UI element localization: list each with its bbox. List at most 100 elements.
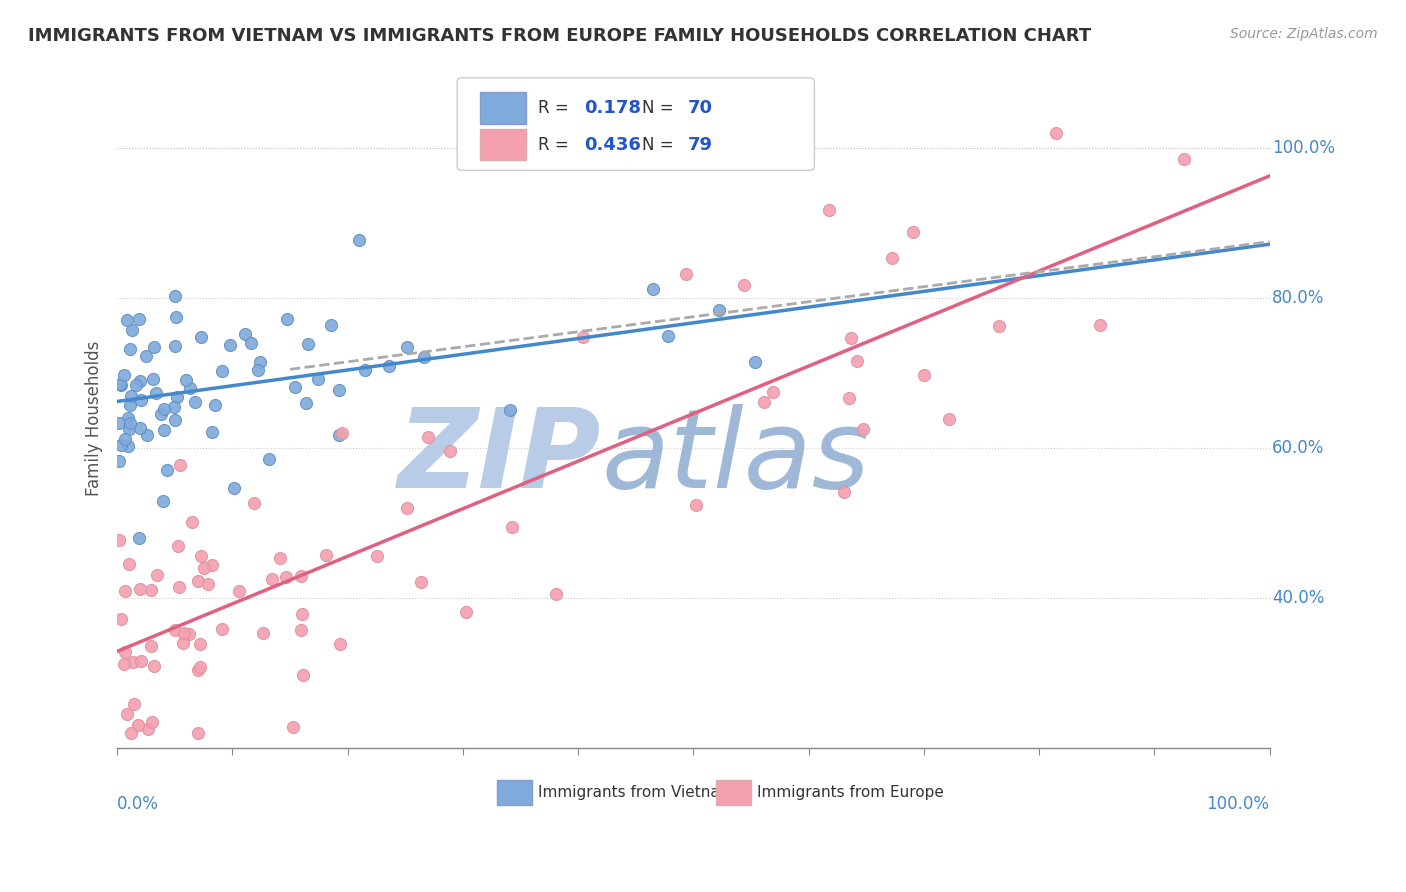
Point <box>396 500 419 515</box>
Text: 80.0%: 80.0% <box>1272 289 1324 307</box>
Point <box>290 569 312 583</box>
Point <box>179 381 201 395</box>
Point <box>110 378 132 392</box>
Point <box>152 401 174 416</box>
Point <box>546 587 568 601</box>
FancyBboxPatch shape <box>457 78 814 170</box>
Point <box>141 714 163 729</box>
Point <box>118 422 141 436</box>
Point <box>754 395 776 409</box>
Point <box>744 355 766 369</box>
Point <box>297 337 319 351</box>
Text: R =: R = <box>538 99 574 117</box>
Point <box>108 417 131 431</box>
FancyBboxPatch shape <box>481 93 526 124</box>
Point <box>353 363 375 377</box>
Point <box>845 354 868 368</box>
Point <box>188 636 211 650</box>
Point <box>128 531 150 545</box>
Point <box>108 454 131 468</box>
Point <box>416 429 439 443</box>
Point <box>211 364 233 378</box>
Text: N =: N = <box>641 136 673 153</box>
Point <box>228 583 250 598</box>
Point <box>912 368 935 383</box>
Text: 0.436: 0.436 <box>583 136 641 153</box>
Point <box>276 312 298 326</box>
Text: 100.0%: 100.0% <box>1206 795 1270 813</box>
Text: Source: ZipAtlas.com: Source: ZipAtlas.com <box>1230 27 1378 41</box>
FancyBboxPatch shape <box>481 128 526 161</box>
Point <box>117 410 139 425</box>
Point <box>165 413 187 427</box>
Point <box>643 282 665 296</box>
Point <box>409 575 432 590</box>
Point <box>903 225 925 239</box>
Point <box>709 302 731 317</box>
Point <box>315 549 337 563</box>
Point <box>112 368 135 383</box>
Y-axis label: Family Households: Family Households <box>86 341 103 496</box>
Point <box>307 372 329 386</box>
Point <box>269 550 291 565</box>
Point <box>657 329 679 343</box>
Point <box>165 339 187 353</box>
Point <box>193 561 215 575</box>
Point <box>328 428 350 442</box>
Text: 70: 70 <box>688 99 713 117</box>
Point <box>233 326 256 341</box>
Point <box>115 707 138 722</box>
Point <box>292 668 315 682</box>
Point <box>169 458 191 473</box>
Point <box>284 380 307 394</box>
Point <box>349 233 371 247</box>
Text: 60.0%: 60.0% <box>1272 439 1324 457</box>
Point <box>110 611 132 625</box>
Point <box>120 417 142 431</box>
Text: 79: 79 <box>688 136 713 153</box>
Point <box>121 656 143 670</box>
Point <box>110 438 132 452</box>
Point <box>139 583 162 598</box>
Text: N =: N = <box>641 99 673 117</box>
Point <box>290 623 312 637</box>
Point <box>174 373 197 387</box>
Point <box>118 398 141 412</box>
Point <box>239 335 262 350</box>
Point <box>294 396 316 410</box>
Point <box>190 549 212 563</box>
Point <box>319 318 342 333</box>
Point <box>201 425 224 439</box>
Point <box>1173 152 1195 166</box>
Point <box>128 582 150 596</box>
Point <box>291 607 314 622</box>
Point <box>733 278 755 293</box>
Point <box>156 463 179 477</box>
Point <box>149 407 172 421</box>
Point <box>571 330 593 344</box>
Point <box>187 726 209 740</box>
Point <box>181 515 204 529</box>
Point <box>454 605 477 619</box>
Point <box>1045 126 1067 140</box>
Point <box>675 267 697 281</box>
Point <box>129 374 152 388</box>
Text: 0.0%: 0.0% <box>117 795 159 813</box>
Text: Immigrants from Vietnam: Immigrants from Vietnam <box>538 785 734 799</box>
Point <box>197 577 219 591</box>
Point <box>247 363 270 377</box>
Point <box>165 623 187 637</box>
Point <box>276 570 298 584</box>
Point <box>108 533 131 547</box>
Point <box>127 717 149 731</box>
Point <box>125 377 148 392</box>
Point <box>139 639 162 653</box>
Point <box>839 330 862 344</box>
Point <box>118 557 141 571</box>
Point <box>219 337 242 351</box>
Point <box>224 481 246 495</box>
Point <box>122 698 145 712</box>
Point <box>108 376 131 391</box>
Point <box>395 340 418 354</box>
Point <box>187 664 209 678</box>
